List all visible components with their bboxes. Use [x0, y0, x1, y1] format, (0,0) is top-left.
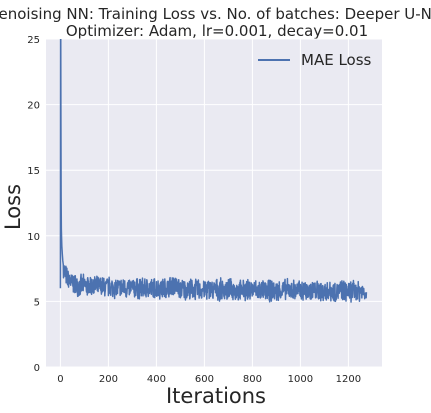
y-tick-label: 25: [27, 35, 40, 46]
chart-title: Denoising NN: Training Loss vs. No. of b…: [0, 5, 431, 23]
x-tick-label: 200: [99, 374, 118, 385]
series-line-mae-loss: [59, 39, 368, 303]
y-axis-label: Loss: [1, 184, 25, 230]
x-tick-label: 1200: [336, 374, 361, 385]
y-tick-label: 5: [34, 297, 40, 308]
x-tick-labels: 0 200 400 600 800 1000 1200: [57, 374, 361, 385]
y-tick-label: 20: [27, 101, 40, 112]
y-tick-label: 15: [27, 166, 40, 177]
plot-area: [46, 39, 382, 367]
y-tick-label: 10: [27, 232, 40, 243]
legend-label: MAE Loss: [301, 51, 372, 69]
x-axis-label: Iterations: [166, 384, 266, 408]
x-tick-label: 800: [243, 374, 262, 385]
y-tick-labels: 0 5 10 15 20 25: [27, 35, 40, 374]
x-tick-label: 400: [147, 374, 166, 385]
grid-lines: [46, 38, 382, 368]
x-tick-label: 1000: [288, 374, 313, 385]
chart-subtitle: Optimizer: Adam, lr=0.001, decay=0.01: [66, 22, 368, 40]
x-tick-label: 600: [195, 374, 214, 385]
legend: MAE Loss: [258, 51, 372, 69]
y-tick-label: 0: [34, 363, 40, 374]
x-tick-label: 0: [57, 374, 63, 385]
